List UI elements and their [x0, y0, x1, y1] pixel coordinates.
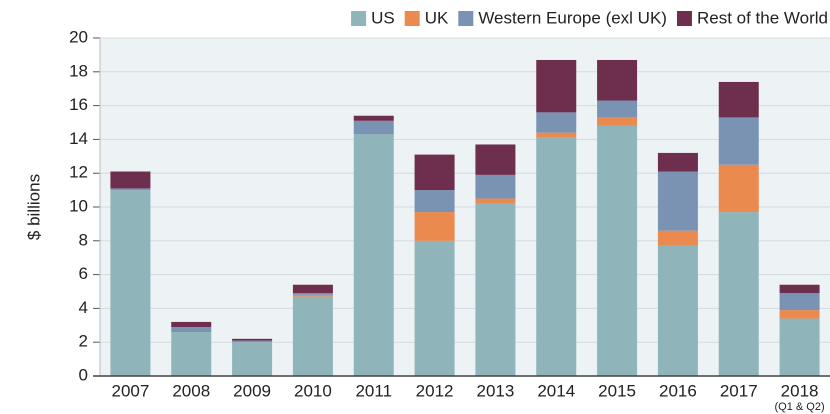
bar-segment — [232, 338, 273, 341]
bar-segment — [657, 230, 698, 246]
bar-segment — [110, 190, 151, 376]
category-note: (Q1 & Q2) — [775, 401, 825, 413]
y-tick-label: 6 — [79, 264, 88, 283]
bar-segment — [657, 152, 698, 172]
x-tick-label: 2017 — [720, 381, 758, 400]
bar-segment — [414, 240, 455, 376]
legend-label: Rest of the World — [697, 8, 828, 27]
bar-segment — [657, 245, 698, 376]
x-tick-label: 2015 — [598, 381, 636, 400]
legend-label: Western Europe (exl UK) — [478, 8, 667, 27]
bar-segment — [414, 190, 455, 213]
bar-segment — [718, 212, 759, 376]
bar-segment — [110, 171, 151, 189]
legend-label: UK — [425, 8, 449, 27]
bar-segment — [718, 117, 759, 165]
bar-segment — [597, 125, 638, 376]
bar-segment — [171, 321, 212, 327]
y-tick-label: 20 — [69, 27, 88, 46]
bar-segment — [475, 203, 516, 376]
y-tick-label: 4 — [79, 298, 88, 317]
y-tick-label: 18 — [69, 61, 88, 80]
legend-swatch — [458, 11, 474, 26]
bar-segment — [414, 154, 455, 191]
x-tick-label: 2012 — [416, 381, 454, 400]
bar-segment — [657, 171, 698, 231]
bar-segment — [779, 310, 820, 319]
x-tick-label: 2018 — [781, 381, 819, 400]
bar-segment — [232, 342, 273, 376]
legend-swatch — [404, 11, 420, 26]
bar-segment — [171, 326, 212, 333]
legend-label: US — [371, 8, 395, 27]
bar-segment — [353, 120, 394, 135]
y-tick-label: 8 — [79, 230, 88, 249]
bar-segment — [597, 100, 638, 118]
x-tick-label: 2009 — [233, 381, 271, 400]
bar-segment — [536, 132, 577, 138]
x-tick-label: 2007 — [112, 381, 150, 400]
x-tick-label: 2010 — [294, 381, 332, 400]
bar-segment — [475, 174, 516, 199]
bar-segment — [536, 112, 577, 133]
bar-segment — [353, 134, 394, 376]
y-tick-label: 16 — [69, 95, 88, 114]
bar-segment — [292, 284, 333, 294]
bar-segment — [536, 59, 577, 113]
bar-segment — [353, 115, 394, 121]
bar-segment — [779, 293, 820, 311]
y-tick-label: 14 — [69, 129, 88, 148]
legend-swatch — [351, 11, 367, 26]
bar-segment — [475, 198, 516, 204]
bar-segment — [597, 117, 638, 126]
y-tick-label: 12 — [69, 163, 88, 182]
bar-segment — [232, 340, 273, 343]
y-axis-label: $ billions — [24, 174, 43, 240]
bar-segment — [171, 332, 212, 376]
x-tick-label: 2013 — [477, 381, 515, 400]
bar-segment — [110, 188, 151, 191]
x-tick-label: 2016 — [659, 381, 697, 400]
bar-segment — [597, 59, 638, 101]
x-tick-label: 2008 — [172, 381, 210, 400]
bar-segment — [292, 296, 333, 376]
x-tick-label: 2011 — [355, 381, 392, 400]
y-tick-label: 0 — [79, 365, 88, 384]
bar-segment — [292, 294, 333, 297]
bar-segment — [718, 164, 759, 213]
y-tick-label: 10 — [69, 196, 88, 215]
bar-segment — [414, 212, 455, 241]
y-tick-label: 2 — [79, 332, 88, 351]
x-tick-label: 2014 — [537, 381, 575, 400]
bar-segment — [779, 318, 820, 376]
bar-segment — [292, 293, 333, 295]
bar-segment — [536, 137, 577, 376]
bar-segment — [779, 284, 820, 294]
bar-segment — [718, 81, 759, 118]
bar-segment — [475, 144, 516, 175]
legend-swatch — [676, 11, 692, 26]
